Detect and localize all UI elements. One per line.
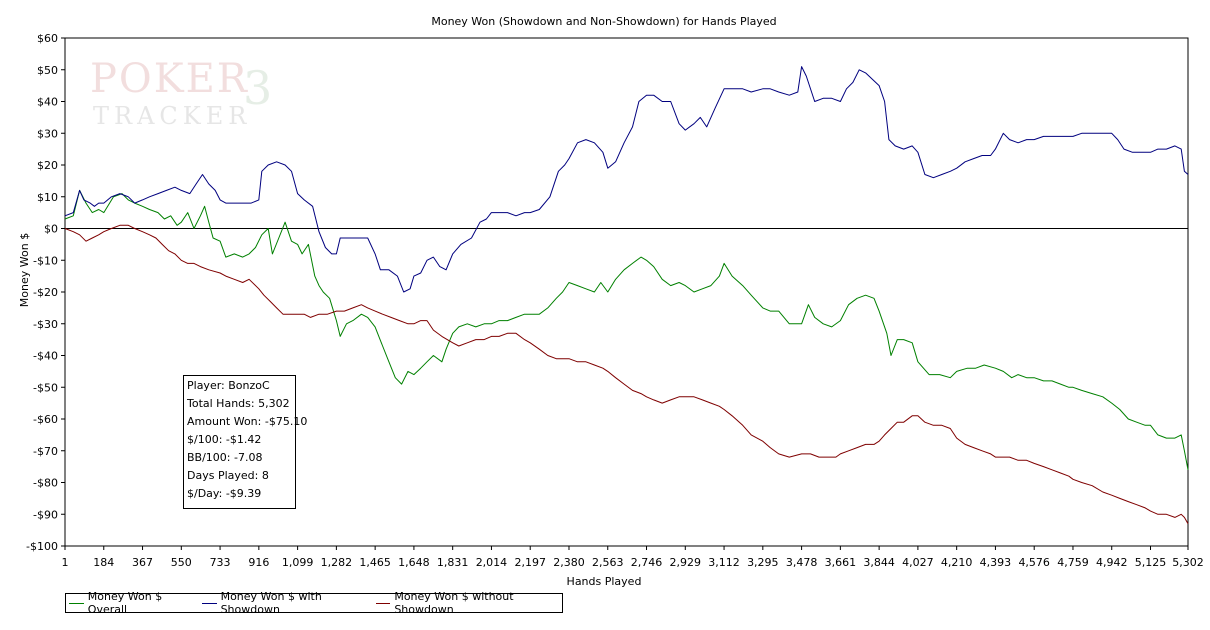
y-tick-label: $60: [37, 32, 58, 45]
y-tick-label: -$30: [33, 318, 58, 331]
series-layer: [64, 66, 1189, 525]
stats-per-100: $/100: -$1.42: [187, 433, 262, 446]
y-tick-label: -$10: [33, 254, 58, 267]
x-tick-label: 733: [210, 556, 231, 569]
x-tick-label: 1,831: [437, 556, 469, 569]
x-tick-label: 5,125: [1135, 556, 1167, 569]
player-stats-box: Player: BonzoC Total Hands: 5,302 Amount…: [183, 375, 308, 509]
x-tick-label: 184: [93, 556, 114, 569]
y-tick-label: $40: [37, 96, 58, 109]
legend-swatch: [201, 602, 217, 604]
poker-tracker-watermark: POKER 3 TRACKER: [90, 56, 272, 130]
chart-title: Money Won (Showdown and Non-Showdown) fo…: [431, 15, 776, 28]
stats-player: Player: BonzoC: [187, 379, 270, 392]
stats-bb-per-100: BB/100: -7.08: [187, 451, 263, 464]
y-tick-label: -$50: [33, 381, 58, 394]
series-line-2: [64, 66, 1189, 293]
x-tick-label: 1,282: [321, 556, 353, 569]
y-tick-label: -$20: [33, 286, 58, 299]
x-tick-label: 4,942: [1096, 556, 1128, 569]
y-axis: $60 $50 $40 $30 $20 $10 $0 -$10 -$20 -$30 -$40 -$50…: [26, 32, 65, 553]
y-tick-label: $10: [37, 191, 58, 204]
x-tick-label: 2,563: [592, 556, 624, 569]
y-tick-label: -$70: [33, 445, 58, 458]
legend-item-1: Money Won $ Overall: [69, 590, 190, 616]
x-tick-label: 1,465: [359, 556, 391, 569]
legend-label: Money Won $ Overall: [87, 590, 163, 616]
x-tick-label: 4,759: [1057, 556, 1089, 569]
stats-amount-won: Amount Won: -$75.10: [187, 415, 308, 428]
x-tick-label: 367: [132, 556, 153, 569]
x-tick-label: 4,576: [1018, 556, 1050, 569]
x-axis: 1 184 367 550 733 916 1,099 1,282 1,465 1,648 1,83…: [62, 546, 1204, 569]
stats-per-day: $/Day: -$9.39: [187, 487, 262, 500]
x-tick-label: 5,302: [1172, 556, 1204, 569]
legend-swatch: [375, 602, 391, 604]
x-tick-label: 2,746: [631, 556, 663, 569]
y-tick-label: -$100: [26, 540, 58, 553]
watermark-poker-text: POKER: [90, 56, 249, 102]
series-line-3: [64, 224, 1189, 525]
x-tick-label: 1,099: [282, 556, 314, 569]
x-tick-label: 4,393: [980, 556, 1012, 569]
y-tick-label: -$40: [33, 350, 58, 363]
y-tick-label: -$80: [33, 477, 58, 490]
x-tick-label: 2,929: [670, 556, 702, 569]
watermark-tracker-text: TRACKER: [93, 102, 251, 130]
x-tick-label: 3,478: [786, 556, 818, 569]
chart-legend: Money Won $ Overall Money Won $ with Show…: [65, 590, 563, 616]
watermark-number: 3: [243, 61, 272, 115]
y-tick-label: -$90: [33, 508, 58, 521]
y-tick-label: $20: [37, 159, 58, 172]
stats-days-played: Days Played: 8: [187, 469, 269, 482]
y-tick-label: $50: [37, 64, 58, 77]
x-tick-label: 1: [62, 556, 69, 569]
x-tick-label: 2,197: [514, 556, 546, 569]
series-line-1: [64, 189, 1189, 470]
legend-item-3: Money Won $ without Showdown: [375, 590, 553, 616]
y-tick-label: -$60: [33, 413, 58, 426]
x-tick-label: 2,014: [476, 556, 508, 569]
x-tick-label: 3,295: [747, 556, 779, 569]
y-tick-label: $30: [37, 127, 58, 140]
legend-label: Money Won $ without Showdown: [394, 590, 514, 616]
x-tick-label: 1,648: [398, 556, 430, 569]
stats-total-hands: Total Hands: 5,302: [187, 397, 290, 410]
y-axis-label: Money Won $: [18, 233, 31, 307]
x-tick-label: 3,661: [825, 556, 857, 569]
x-axis-label: Hands Played: [567, 575, 642, 588]
x-tick-label: 916: [248, 556, 269, 569]
x-tick-label: 4,210: [941, 556, 973, 569]
y-tick-label: $0: [44, 223, 58, 236]
x-tick-label: 550: [171, 556, 192, 569]
legend-item-2: Money Won $ with Showdown: [201, 590, 364, 616]
x-tick-label: 4,027: [902, 556, 934, 569]
x-tick-label: 3,112: [708, 556, 740, 569]
legend-label: Money Won $ with Showdown: [220, 590, 322, 616]
x-tick-label: 3,844: [863, 556, 895, 569]
legend-swatch: [69, 602, 84, 604]
x-tick-label: 2,380: [553, 556, 585, 569]
